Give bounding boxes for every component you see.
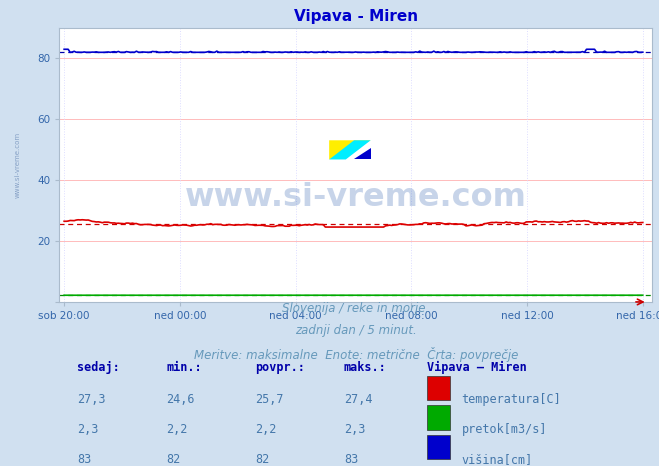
Text: zadnji dan / 5 minut.: zadnji dan / 5 minut.	[295, 324, 416, 337]
Polygon shape	[330, 140, 370, 159]
Text: temperatura[C]: temperatura[C]	[461, 393, 561, 406]
Text: pretok[m3/s]: pretok[m3/s]	[461, 423, 547, 436]
Text: 25,7: 25,7	[255, 393, 283, 406]
Bar	[427, 435, 449, 459]
Text: 2,3: 2,3	[77, 423, 98, 436]
Text: 82: 82	[255, 452, 270, 466]
Text: 27,3: 27,3	[77, 393, 105, 406]
Text: 2,2: 2,2	[166, 423, 187, 436]
Text: maks.:: maks.:	[344, 361, 387, 374]
Polygon shape	[330, 140, 370, 159]
Text: Vipava – Miren: Vipava – Miren	[427, 361, 527, 374]
Text: min.:: min.:	[166, 361, 202, 374]
Text: 24,6: 24,6	[166, 393, 194, 406]
Text: 83: 83	[77, 452, 92, 466]
Polygon shape	[354, 148, 370, 159]
Text: sedaj:: sedaj:	[77, 361, 120, 374]
Text: Slovenija / reke in morje.: Slovenija / reke in morje.	[282, 302, 430, 315]
Bar	[427, 405, 449, 430]
Text: višina[cm]: višina[cm]	[461, 452, 532, 466]
Text: 2,3: 2,3	[344, 423, 365, 436]
Bar	[427, 376, 449, 400]
Text: www.si-vreme.com: www.si-vreme.com	[14, 132, 21, 198]
Text: 82: 82	[166, 452, 181, 466]
Text: povpr.:: povpr.:	[255, 361, 305, 374]
Text: 83: 83	[344, 452, 358, 466]
Title: Vipava - Miren: Vipava - Miren	[294, 9, 418, 24]
Text: www.si-vreme.com: www.si-vreme.com	[185, 182, 527, 213]
Text: Meritve: maksimalne  Enote: metrične  Črta: povprečje: Meritve: maksimalne Enote: metrične Črta…	[194, 347, 518, 362]
Text: 2,2: 2,2	[255, 423, 276, 436]
Text: 27,4: 27,4	[344, 393, 372, 406]
